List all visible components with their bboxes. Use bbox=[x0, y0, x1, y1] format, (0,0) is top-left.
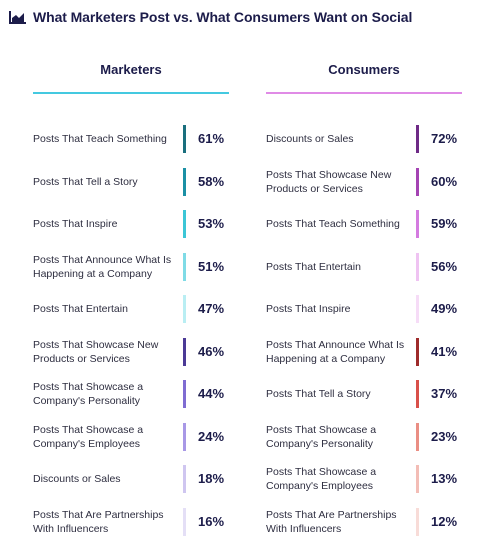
marketers-row-value: 53% bbox=[198, 216, 225, 232]
chart-header: What Marketers Post vs. What Consumers W… bbox=[9, 9, 412, 25]
marketers-row-value: 47% bbox=[198, 301, 225, 317]
column-rule-marketers bbox=[33, 92, 229, 94]
consumers-row-value: 59% bbox=[431, 216, 458, 232]
consumers-row-marker bbox=[416, 167, 419, 196]
marketers-row-label: Posts That Are Partnerships With Influen… bbox=[33, 508, 164, 535]
consumers-row-value: 72% bbox=[431, 131, 458, 147]
consumers-row-marker bbox=[416, 465, 419, 494]
marketers-row-value: 24% bbox=[198, 428, 225, 444]
consumers-row-marker bbox=[416, 125, 419, 154]
column-header-consumers: Consumers bbox=[328, 62, 400, 77]
marketers-row-label: Posts That Showcase a Company's Employee… bbox=[33, 423, 144, 450]
marketers-row-label: Posts That Entertain bbox=[33, 303, 128, 316]
marketers-row-label: Posts That Showcase New Products or Serv… bbox=[33, 338, 159, 365]
marketers-row-marker bbox=[183, 465, 186, 494]
marketers-row-marker bbox=[183, 210, 186, 239]
consumers-row-marker bbox=[416, 295, 419, 324]
marketers-row-value: 44% bbox=[198, 386, 225, 402]
marketers-row-value: 58% bbox=[198, 173, 225, 189]
marketers-row-marker bbox=[183, 507, 186, 536]
consumers-row-value: 49% bbox=[431, 301, 458, 317]
consumers-row-marker bbox=[416, 422, 419, 451]
marketers-row-value: 16% bbox=[198, 513, 225, 529]
consumers-row-label: Posts That Showcase a Company's Employee… bbox=[266, 466, 377, 493]
marketers-row-label: Posts That Tell a Story bbox=[33, 175, 138, 188]
marketers-row-marker bbox=[183, 167, 186, 196]
marketers-row-label: Posts That Inspire bbox=[33, 218, 118, 231]
marketers-row-marker bbox=[183, 295, 186, 324]
consumers-row-value: 13% bbox=[431, 471, 458, 487]
marketers-row-marker bbox=[183, 422, 186, 451]
consumers-row-label: Posts That Entertain bbox=[266, 260, 361, 273]
consumers-row-label: Posts That Teach Something bbox=[266, 218, 400, 231]
column-header-marketers: Marketers bbox=[100, 62, 162, 77]
consumers-row-value: 60% bbox=[431, 173, 458, 189]
marketers-row-marker bbox=[183, 380, 186, 409]
consumers-row-value: 37% bbox=[431, 386, 458, 402]
marketers-row-marker bbox=[183, 252, 186, 281]
consumers-row-value: 12% bbox=[431, 513, 458, 529]
consumers-row-value: 23% bbox=[431, 428, 458, 444]
marketers-row-label: Posts That Announce What Is Happening at… bbox=[33, 253, 172, 280]
column-rule-consumers bbox=[266, 92, 462, 94]
marketers-row-label: Posts That Showcase a Company's Personal… bbox=[33, 381, 144, 408]
consumers-row-label: Posts That Inspire bbox=[266, 303, 351, 316]
marketers-row-value: 18% bbox=[198, 471, 225, 487]
consumers-row-label: Posts That Showcase New Products or Serv… bbox=[266, 168, 392, 195]
marketers-row-value: 51% bbox=[198, 258, 225, 274]
consumers-row-label: Posts That Announce What Is Happening at… bbox=[266, 338, 405, 365]
marketers-row-value: 46% bbox=[198, 343, 225, 359]
marketers-row-label: Discounts or Sales bbox=[33, 473, 121, 486]
marketers-row-marker bbox=[183, 337, 186, 366]
area-chart-icon bbox=[9, 11, 26, 24]
consumers-row-label: Discounts or Sales bbox=[266, 133, 354, 146]
consumers-row-label: Posts That Showcase a Company's Personal… bbox=[266, 423, 377, 450]
consumers-row-value: 56% bbox=[431, 258, 458, 274]
consumers-row-marker bbox=[416, 210, 419, 239]
consumers-row-marker bbox=[416, 337, 419, 366]
consumers-row-label: Posts That Tell a Story bbox=[266, 388, 371, 401]
consumers-row-marker bbox=[416, 507, 419, 536]
marketers-row-value: 61% bbox=[198, 131, 225, 147]
consumers-row-value: 41% bbox=[431, 343, 458, 359]
marketers-row-marker bbox=[183, 125, 186, 154]
consumers-row-marker bbox=[416, 252, 419, 281]
consumers-row-marker bbox=[416, 380, 419, 409]
consumers-row-label: Posts That Are Partnerships With Influen… bbox=[266, 508, 397, 535]
chart-title: What Marketers Post vs. What Consumers W… bbox=[33, 9, 413, 25]
marketers-row-label: Posts That Teach Something bbox=[33, 133, 167, 146]
